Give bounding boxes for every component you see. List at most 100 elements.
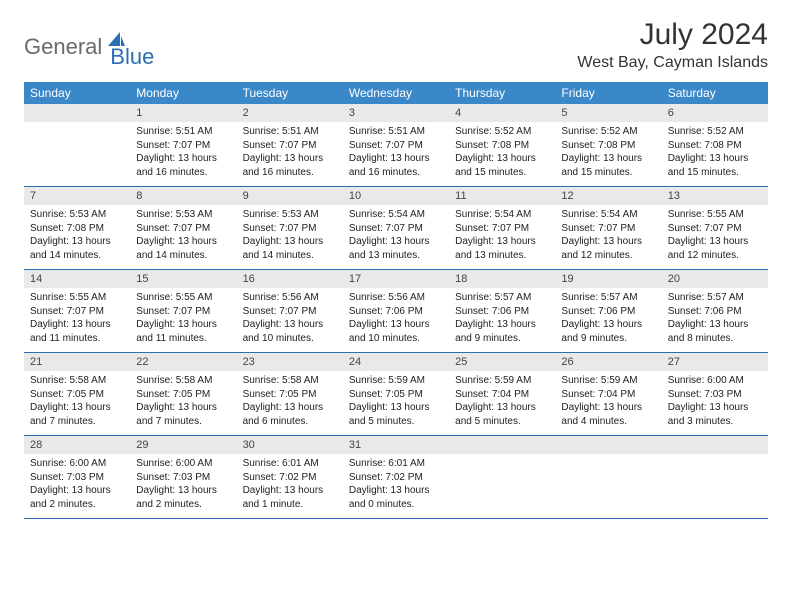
cell-line-sunset: Sunset: 7:05 PM [136, 388, 230, 402]
cell-line-sunset: Sunset: 7:02 PM [243, 471, 337, 485]
calendar-cell: 5Sunrise: 5:52 AMSunset: 7:08 PMDaylight… [555, 104, 661, 186]
cell-line-sunrise: Sunrise: 5:54 AM [349, 208, 443, 222]
cell-line-dl2: and 15 minutes. [455, 166, 549, 180]
cell-line-sunset: Sunset: 7:07 PM [561, 222, 655, 236]
cell-body: Sunrise: 5:55 AMSunset: 7:07 PMDaylight:… [24, 288, 130, 351]
calendar-cell: 28Sunrise: 6:00 AMSunset: 7:03 PMDayligh… [24, 436, 130, 518]
calendar-cell: 3Sunrise: 5:51 AMSunset: 7:07 PMDaylight… [343, 104, 449, 186]
cell-line-sunset: Sunset: 7:06 PM [561, 305, 655, 319]
cell-body: Sunrise: 6:01 AMSunset: 7:02 PMDaylight:… [343, 454, 449, 517]
cell-line-sunrise: Sunrise: 5:57 AM [668, 291, 762, 305]
cell-line-dl2: and 13 minutes. [349, 249, 443, 263]
cell-line-sunset: Sunset: 7:06 PM [668, 305, 762, 319]
cell-body: Sunrise: 5:57 AMSunset: 7:06 PMDaylight:… [449, 288, 555, 351]
week-row: 7Sunrise: 5:53 AMSunset: 7:08 PMDaylight… [24, 187, 768, 270]
cell-body: Sunrise: 5:51 AMSunset: 7:07 PMDaylight:… [343, 122, 449, 185]
cell-line-sunset: Sunset: 7:07 PM [243, 139, 337, 153]
cell-body: Sunrise: 5:54 AMSunset: 7:07 PMDaylight:… [555, 205, 661, 268]
cell-line-sunrise: Sunrise: 6:00 AM [30, 457, 124, 471]
cell-line-dl1: Daylight: 13 hours [136, 152, 230, 166]
cell-line-sunset: Sunset: 7:04 PM [455, 388, 549, 402]
cell-body: Sunrise: 5:58 AMSunset: 7:05 PMDaylight:… [237, 371, 343, 434]
day-number: 21 [24, 353, 130, 371]
day-number: 29 [130, 436, 236, 454]
cell-line-dl1: Daylight: 13 hours [349, 401, 443, 415]
cell-line-sunset: Sunset: 7:07 PM [136, 305, 230, 319]
cell-line-dl2: and 2 minutes. [136, 498, 230, 512]
cell-body: Sunrise: 5:59 AMSunset: 7:04 PMDaylight:… [449, 371, 555, 434]
cell-line-sunrise: Sunrise: 6:01 AM [349, 457, 443, 471]
calendar-cell: 7Sunrise: 5:53 AMSunset: 7:08 PMDaylight… [24, 187, 130, 269]
cell-body: Sunrise: 6:00 AMSunset: 7:03 PMDaylight:… [130, 454, 236, 517]
cell-body: Sunrise: 5:52 AMSunset: 7:08 PMDaylight:… [449, 122, 555, 185]
cell-line-dl2: and 5 minutes. [349, 415, 443, 429]
calendar-cell: 14Sunrise: 5:55 AMSunset: 7:07 PMDayligh… [24, 270, 130, 352]
calendar-cell: 2Sunrise: 5:51 AMSunset: 7:07 PMDaylight… [237, 104, 343, 186]
cell-line-sunset: Sunset: 7:07 PM [243, 305, 337, 319]
calendar-cell: 21Sunrise: 5:58 AMSunset: 7:05 PMDayligh… [24, 353, 130, 435]
cell-body: Sunrise: 5:52 AMSunset: 7:08 PMDaylight:… [662, 122, 768, 185]
cell-line-sunset: Sunset: 7:05 PM [349, 388, 443, 402]
day-number: 10 [343, 187, 449, 205]
day-header: Saturday [662, 82, 768, 104]
cell-line-sunset: Sunset: 7:05 PM [30, 388, 124, 402]
cell-line-sunset: Sunset: 7:04 PM [561, 388, 655, 402]
day-number: 7 [24, 187, 130, 205]
cell-line-dl2: and 10 minutes. [243, 332, 337, 346]
logo-text-blue: Blue [110, 44, 154, 70]
cell-body: Sunrise: 5:56 AMSunset: 7:07 PMDaylight:… [237, 288, 343, 351]
day-number: 17 [343, 270, 449, 288]
calendar-cell: 1Sunrise: 5:51 AMSunset: 7:07 PMDaylight… [130, 104, 236, 186]
cell-line-dl2: and 12 minutes. [561, 249, 655, 263]
cell-line-sunrise: Sunrise: 5:58 AM [136, 374, 230, 388]
title-block: July 2024 West Bay, Cayman Islands [577, 18, 768, 72]
cell-line-dl2: and 12 minutes. [668, 249, 762, 263]
cell-line-dl1: Daylight: 13 hours [136, 484, 230, 498]
cell-line-sunrise: Sunrise: 5:52 AM [455, 125, 549, 139]
day-number: 23 [237, 353, 343, 371]
cell-body [449, 454, 555, 463]
calendar-cell: 17Sunrise: 5:56 AMSunset: 7:06 PMDayligh… [343, 270, 449, 352]
cell-line-sunrise: Sunrise: 5:54 AM [561, 208, 655, 222]
cell-line-sunset: Sunset: 7:07 PM [455, 222, 549, 236]
cell-line-dl1: Daylight: 13 hours [136, 401, 230, 415]
cell-line-dl2: and 15 minutes. [561, 166, 655, 180]
day-number: 15 [130, 270, 236, 288]
cell-line-dl2: and 16 minutes. [349, 166, 443, 180]
cell-line-sunrise: Sunrise: 6:00 AM [136, 457, 230, 471]
cell-line-dl1: Daylight: 13 hours [668, 401, 762, 415]
cell-line-dl1: Daylight: 13 hours [30, 484, 124, 498]
cell-body: Sunrise: 5:53 AMSunset: 7:07 PMDaylight:… [130, 205, 236, 268]
day-number: 19 [555, 270, 661, 288]
cell-line-dl2: and 16 minutes. [136, 166, 230, 180]
cell-body [24, 122, 130, 131]
day-number: 4 [449, 104, 555, 122]
day-number: 5 [555, 104, 661, 122]
cell-line-dl1: Daylight: 13 hours [668, 235, 762, 249]
cell-line-dl1: Daylight: 13 hours [561, 235, 655, 249]
cell-body: Sunrise: 5:53 AMSunset: 7:08 PMDaylight:… [24, 205, 130, 268]
calendar-cell: 20Sunrise: 5:57 AMSunset: 7:06 PMDayligh… [662, 270, 768, 352]
cell-line-sunset: Sunset: 7:03 PM [668, 388, 762, 402]
cell-line-dl1: Daylight: 13 hours [349, 152, 443, 166]
cell-body: Sunrise: 5:58 AMSunset: 7:05 PMDaylight:… [24, 371, 130, 434]
day-number: 14 [24, 270, 130, 288]
day-header: Friday [555, 82, 661, 104]
cell-line-dl1: Daylight: 13 hours [349, 235, 443, 249]
day-number: 11 [449, 187, 555, 205]
cell-body: Sunrise: 5:51 AMSunset: 7:07 PMDaylight:… [130, 122, 236, 185]
cell-line-sunrise: Sunrise: 5:57 AM [455, 291, 549, 305]
calendar-cell: 13Sunrise: 5:55 AMSunset: 7:07 PMDayligh… [662, 187, 768, 269]
calendar-cell [662, 436, 768, 518]
cell-line-dl1: Daylight: 13 hours [455, 235, 549, 249]
cell-line-sunset: Sunset: 7:08 PM [668, 139, 762, 153]
cell-line-sunrise: Sunrise: 5:53 AM [243, 208, 337, 222]
day-number: 13 [662, 187, 768, 205]
cell-line-sunrise: Sunrise: 5:51 AM [243, 125, 337, 139]
cell-line-sunset: Sunset: 7:07 PM [136, 139, 230, 153]
calendar-cell: 31Sunrise: 6:01 AMSunset: 7:02 PMDayligh… [343, 436, 449, 518]
cell-body: Sunrise: 5:53 AMSunset: 7:07 PMDaylight:… [237, 205, 343, 268]
calendar-cell: 23Sunrise: 5:58 AMSunset: 7:05 PMDayligh… [237, 353, 343, 435]
cell-line-sunrise: Sunrise: 5:58 AM [243, 374, 337, 388]
cell-line-sunrise: Sunrise: 5:55 AM [668, 208, 762, 222]
